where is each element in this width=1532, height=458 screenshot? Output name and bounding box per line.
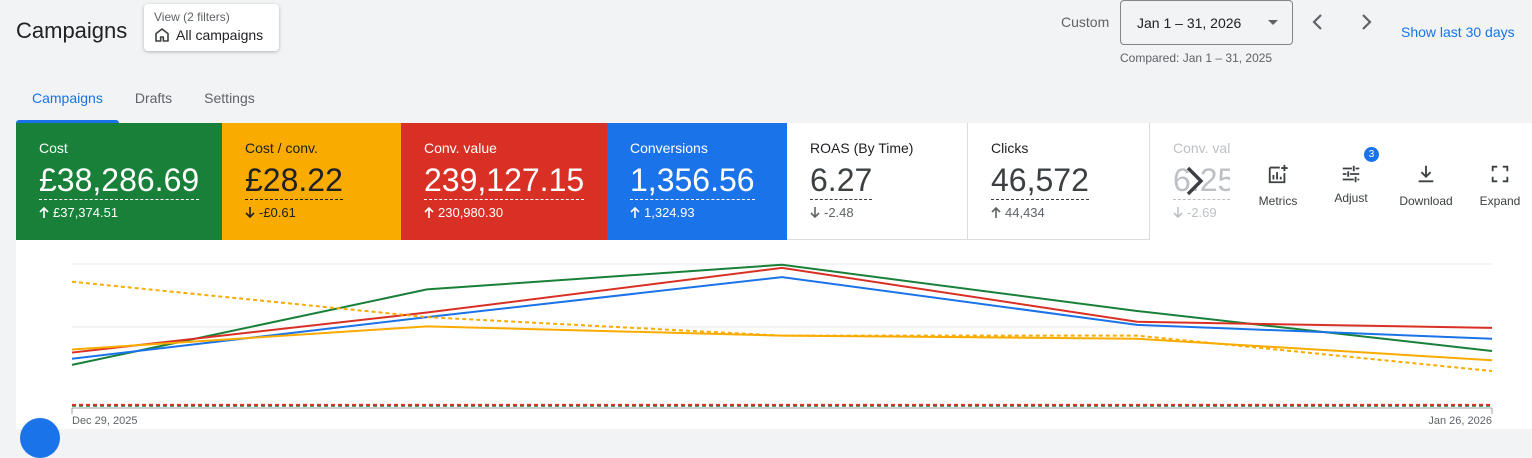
download-icon [1418, 165, 1434, 183]
metric-name: Conv. value [424, 140, 497, 156]
metric-name: Cost [39, 140, 68, 156]
metric-value: 239,127.15 [424, 162, 585, 200]
floating-action-button[interactable] [20, 418, 60, 458]
adjust-badge: 3 [1364, 147, 1379, 162]
add-chart-icon [1268, 164, 1288, 184]
metric-name: Conversions [630, 140, 708, 156]
view-filter-label: View (2 filters) [154, 10, 230, 24]
tune-icon [1342, 165, 1360, 183]
date-range-picker[interactable]: Jan 1 – 31, 2026 [1120, 0, 1293, 45]
tab-drafts[interactable]: Drafts [134, 90, 173, 106]
arrow-down-icon [810, 207, 820, 218]
metric-card-conv-value-per-cost[interactable]: Conv. val 6.25 -2.69 [1150, 123, 1230, 240]
metrics-button-label: Metrics [1258, 194, 1298, 208]
chevron-right-icon[interactable] [1354, 10, 1378, 34]
metric-delta: 44,434 [1005, 205, 1045, 220]
fullscreen-icon [1491, 165, 1509, 183]
metric-value: £28.22 [245, 162, 343, 200]
metric-value: 1,356.56 [630, 162, 755, 200]
download-button[interactable]: Download [1394, 163, 1458, 208]
metric-card-conversions[interactable]: Conversions 1,356.56 1,324.93 [607, 123, 787, 240]
x-axis-end-label: Jan 26, 2026 [1428, 415, 1492, 427]
show-last-30-days-link[interactable]: Show last 30 days [1401, 24, 1515, 40]
arrow-up-icon [424, 207, 434, 218]
metric-value: 46,572 [991, 162, 1089, 200]
chevron-right-icon[interactable] [1180, 163, 1208, 199]
expand-button[interactable]: Expand [1477, 163, 1523, 208]
tab-bar: Campaigns Drafts Settings [16, 78, 271, 123]
metric-name: Clicks [991, 140, 1029, 156]
compared-date-range: Compared: Jan 1 – 31, 2025 [1120, 51, 1273, 65]
arrow-up-icon [39, 207, 49, 218]
home-icon [155, 28, 169, 42]
view-filter-button[interactable]: View (2 filters) All campaigns [144, 4, 279, 51]
metric-value: 6.27 [810, 162, 873, 200]
metric-card-conv-value[interactable]: Conv. value 239,127.15 230,980.30 [401, 123, 607, 240]
arrow-up-icon [630, 207, 640, 218]
tab-campaigns[interactable]: Campaigns [16, 78, 119, 123]
metric-card-cost[interactable]: Cost £38,286.69 £37,374.51 [16, 123, 222, 240]
performance-panel: Cost £38,286.69 £37,374.51 Cost / conv. … [16, 123, 1532, 429]
series-line-0 [71, 263, 1493, 366]
page-title: Campaigns [16, 18, 128, 43]
metric-name: Cost / conv. [245, 140, 318, 156]
series-line-2 [71, 276, 1493, 360]
adjust-button-label: Adjust [1334, 191, 1368, 205]
view-filter-value: All campaigns [176, 27, 264, 43]
date-preset-label: Custom [1061, 14, 1110, 30]
download-button-label: Download [1399, 194, 1453, 208]
metric-card-cost-per-conv[interactable]: Cost / conv. £28.22 -£0.61 [222, 123, 401, 240]
x-axis-start-label: Dec 29, 2025 [72, 415, 138, 427]
metric-card-roas[interactable]: ROAS (By Time) 6.27 -2.48 [787, 123, 968, 240]
arrow-down-icon [245, 207, 255, 218]
expand-button-label: Expand [1479, 194, 1521, 208]
metric-card-clicks[interactable]: Clicks 46,572 44,434 [968, 123, 1150, 240]
date-range-value: Jan 1 – 31, 2026 [1137, 14, 1242, 31]
metric-name: Conv. val [1173, 140, 1230, 156]
tab-settings[interactable]: Settings [204, 90, 255, 106]
adjust-button[interactable]: 3 Adjust [1325, 147, 1379, 205]
metric-name: ROAS (By Time) [810, 140, 914, 156]
caret-down-icon [1268, 20, 1278, 25]
metric-delta: -2.48 [824, 205, 854, 220]
series-line-4 [71, 280, 1493, 373]
metrics-button[interactable]: Metrics [1252, 163, 1304, 208]
metric-delta: -2.69 [1187, 205, 1217, 220]
metric-delta: -£0.61 [259, 205, 296, 220]
performance-chart[interactable] [16, 240, 1532, 429]
arrow-down-icon [1173, 207, 1183, 218]
series-line-3 [71, 325, 1493, 362]
series-line-1 [71, 266, 1493, 354]
metric-delta: 230,980.30 [438, 205, 504, 220]
metric-delta: 1,324.93 [644, 205, 695, 220]
metric-value: £38,286.69 [39, 162, 200, 200]
arrow-up-icon [991, 207, 1001, 218]
chevron-left-icon[interactable] [1306, 10, 1330, 34]
metric-delta: £37,374.51 [53, 205, 119, 220]
